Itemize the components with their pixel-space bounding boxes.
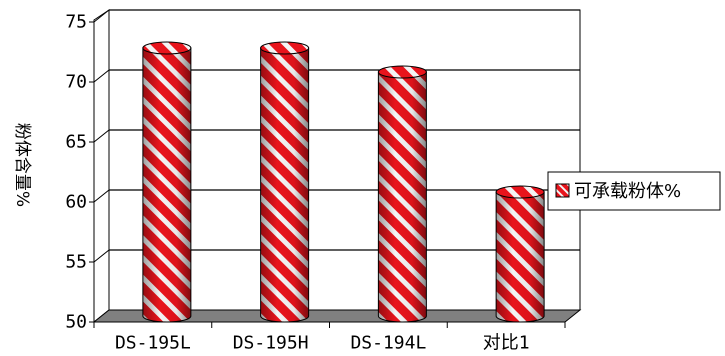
gridline-side	[93, 69, 110, 83]
bar-top	[260, 41, 310, 55]
legend-swatch	[555, 183, 570, 198]
x-tick-label: DS-195H	[233, 333, 309, 354]
bar-top	[377, 65, 427, 79]
y-tick-label: 55	[65, 252, 87, 273]
legend: 可承载粉体%	[547, 171, 721, 211]
bar	[377, 65, 427, 323]
bar-shading	[496, 192, 545, 322]
y-tick-label: 50	[65, 312, 87, 333]
side-wall	[93, 9, 110, 324]
bar-shading	[142, 48, 191, 322]
gridline-side	[93, 189, 110, 203]
gridline-side	[93, 9, 110, 23]
bar-shading	[378, 72, 427, 322]
bar	[142, 41, 192, 323]
x-tick-label: DS-195L	[115, 333, 191, 354]
gridline-side	[93, 129, 110, 143]
x-tick-label: 对比1	[483, 333, 530, 354]
y-tick-label: 65	[65, 132, 87, 153]
x-axis: DS-195L DS-195H DS-194L 对比1	[93, 322, 566, 354]
x-tick-label: DS-194L	[350, 333, 426, 354]
legend-box	[547, 171, 721, 211]
y-tick-label: 60	[65, 192, 87, 213]
legend-label: 可承载粉体%	[574, 181, 681, 202]
y-axis-title: 粉体含量%	[12, 123, 32, 207]
bar-shading	[260, 48, 309, 322]
y-axis: 50 55 60 65 70 75	[65, 12, 95, 333]
gridline-side	[93, 249, 110, 263]
y-tick-label: 70	[65, 72, 87, 93]
bar-top	[495, 185, 545, 199]
bar	[495, 185, 545, 323]
bar-top	[142, 41, 192, 55]
y-tick-label: 75	[65, 12, 87, 33]
bar	[260, 41, 310, 323]
bars	[142, 41, 545, 323]
